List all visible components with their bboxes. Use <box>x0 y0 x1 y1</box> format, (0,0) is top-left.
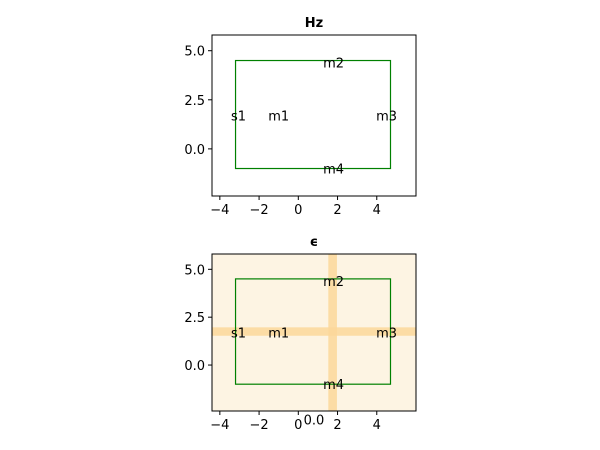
epsilon-field-bands <box>212 254 416 411</box>
epsilon-xtick-label: 4 <box>373 418 381 433</box>
epsilon-ytick-label: 0.0 <box>184 359 205 374</box>
epsilon-region-outline <box>234 278 392 385</box>
epsilon-ytick-label: 2.5 <box>184 311 205 326</box>
hz-panel: Hz s1 m1 m2 m3 m4 −4 −2 0 2 4 0.0 2.5 5.0 <box>184 16 417 218</box>
epsilon-extra-labels: 0.0 <box>304 414 325 429</box>
epsilon-panel: ϵ s1 m1 m2 m3 m4 −4 −2 0 2 4 0.0 2.5 5.0 0.0 <box>184 235 417 433</box>
epsilon-x-axis-ticks: −4 −2 0 2 4 <box>210 411 381 433</box>
hz-marker-m3: m3 <box>376 110 397 125</box>
hz-x-axis-ticks: −4 −2 0 2 4 <box>210 196 381 218</box>
epsilon-marker-s1: s1 <box>231 327 246 342</box>
epsilon-horizontal-band <box>212 327 416 336</box>
hz-plot-frame <box>211 34 417 197</box>
epsilon-xtick-label: −4 <box>210 418 229 433</box>
hz-xtick-label: −2 <box>249 203 268 218</box>
epsilon-marker-m4: m4 <box>323 378 344 393</box>
epsilon-vertical-band <box>328 254 337 411</box>
hz-xtick-label: −4 <box>210 203 229 218</box>
hz-region-outline <box>234 59 392 170</box>
hz-marker-s1: s1 <box>231 110 246 125</box>
epsilon-plot-frame <box>211 253 417 412</box>
hz-ytick-label: 0.0 <box>184 143 205 158</box>
hz-marker-m2: m2 <box>323 56 344 71</box>
hz-marker-labels: s1 m1 m2 m3 m4 <box>231 56 397 177</box>
epsilon-marker-m1: m1 <box>268 327 289 342</box>
hz-marker-m1: m1 <box>268 110 289 125</box>
epsilon-marker-labels: s1 m1 m2 m3 m4 <box>231 275 397 393</box>
hz-xtick-label: 2 <box>333 203 341 218</box>
epsilon-extra-label: 0.0 <box>304 414 325 429</box>
hz-marker-m4: m4 <box>323 163 344 178</box>
epsilon-marker-m2: m2 <box>323 275 344 290</box>
hz-xtick-label: 0 <box>294 203 302 218</box>
epsilon-xtick-label: −2 <box>249 418 268 433</box>
epsilon-y-axis-ticks: 0.0 2.5 5.0 <box>184 263 212 374</box>
hz-ytick-label: 5.0 <box>184 45 205 60</box>
epsilon-panel-title: ϵ <box>310 235 318 250</box>
hz-xtick-label: 4 <box>373 203 381 218</box>
hz-y-axis-ticks: 0.0 2.5 5.0 <box>184 45 212 158</box>
epsilon-ytick-label: 5.0 <box>184 263 205 278</box>
hz-ytick-label: 2.5 <box>184 94 205 109</box>
epsilon-xtick-label: 2 <box>333 418 341 433</box>
epsilon-marker-m3: m3 <box>376 327 397 342</box>
hz-plot-background <box>212 35 416 196</box>
hz-panel-title: Hz <box>305 16 323 31</box>
epsilon-xtick-label: 0 <box>294 418 302 433</box>
